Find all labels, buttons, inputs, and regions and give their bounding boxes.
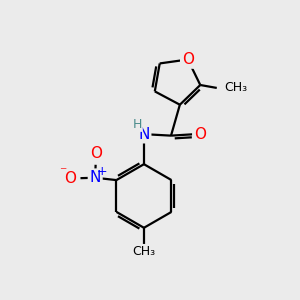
Text: ⁻: ⁻: [59, 165, 67, 179]
Text: CH₃: CH₃: [224, 81, 247, 94]
Text: O: O: [194, 127, 206, 142]
Text: +: +: [96, 165, 107, 178]
Text: CH₃: CH₃: [132, 245, 155, 258]
Text: O: O: [64, 171, 76, 186]
Text: O: O: [182, 52, 194, 67]
Text: N: N: [89, 170, 101, 185]
Text: H: H: [133, 118, 142, 131]
Text: O: O: [90, 146, 102, 161]
Text: N: N: [138, 127, 150, 142]
